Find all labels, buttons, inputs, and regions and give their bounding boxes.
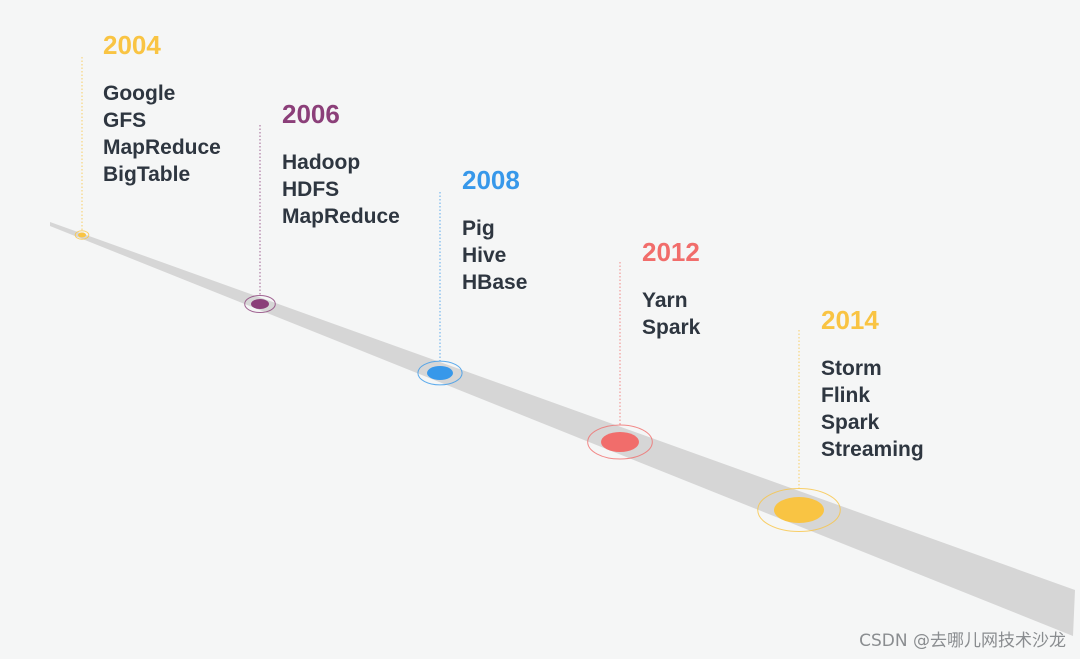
- milestone-2004: 2004 Google GFS MapReduce BigTable: [103, 30, 221, 188]
- milestone-item: MapReduce: [103, 136, 221, 159]
- milestone-year: 2004: [103, 30, 161, 60]
- milestone-item: GFS: [103, 109, 147, 132]
- milestone-item: MapReduce: [282, 205, 400, 228]
- marker-dot-2014: [774, 497, 824, 523]
- milestone-items: Pig Hive HBase: [462, 215, 527, 296]
- timeline-road: [50, 222, 1075, 636]
- milestone-year: 2014: [821, 305, 879, 335]
- milestone-item: Yarn: [642, 289, 688, 312]
- milestone-2012: 2012 Yarn Spark: [642, 237, 700, 341]
- milestone-item: Storm: [821, 357, 882, 380]
- marker-dot-2004: [78, 232, 86, 238]
- marker-ring-2008: [417, 360, 463, 386]
- marker-ring-2014: [757, 488, 841, 532]
- marker-dot-2008: [427, 366, 453, 380]
- milestone-2006: 2006 Hadoop HDFS MapReduce: [282, 99, 400, 230]
- milestone-item: HDFS: [282, 178, 340, 201]
- milestone-item: Google: [103, 82, 176, 105]
- milestone-year: 2006: [282, 99, 340, 129]
- milestone-item: Hive: [462, 244, 507, 267]
- milestone-item: Flink: [821, 384, 871, 407]
- marker-ring-2006: [244, 295, 276, 313]
- timeline-markers: [74, 57, 841, 532]
- milestone-item: Pig: [462, 217, 495, 240]
- milestone-year: 2008: [462, 165, 520, 195]
- marker-ring-2012: [587, 424, 653, 460]
- marker-dot-2012: [601, 432, 639, 452]
- milestone-item: Spark: [642, 316, 701, 339]
- milestone-item: Hadoop: [282, 151, 361, 174]
- milestone-item: HBase: [462, 271, 528, 294]
- marker-dot-2006: [251, 299, 269, 309]
- milestone-items: Google GFS MapReduce BigTable: [103, 80, 221, 188]
- milestone-item: Streaming: [821, 438, 924, 461]
- milestone-2014: 2014 Storm Flink Spark Streaming: [821, 305, 924, 463]
- milestone-items: Yarn Spark: [642, 287, 700, 341]
- milestone-items: Storm Flink Spark Streaming: [821, 355, 924, 463]
- milestone-item: BigTable: [103, 163, 191, 186]
- milestone-year: 2012: [642, 237, 700, 267]
- milestone-2008: 2008 Pig Hive HBase: [462, 165, 527, 296]
- milestone-item: Spark: [821, 411, 880, 434]
- watermark: CSDN @去哪儿网技术沙龙: [859, 631, 1066, 651]
- marker-ring-2004: [74, 230, 90, 240]
- milestone-items: Hadoop HDFS MapReduce: [282, 149, 400, 230]
